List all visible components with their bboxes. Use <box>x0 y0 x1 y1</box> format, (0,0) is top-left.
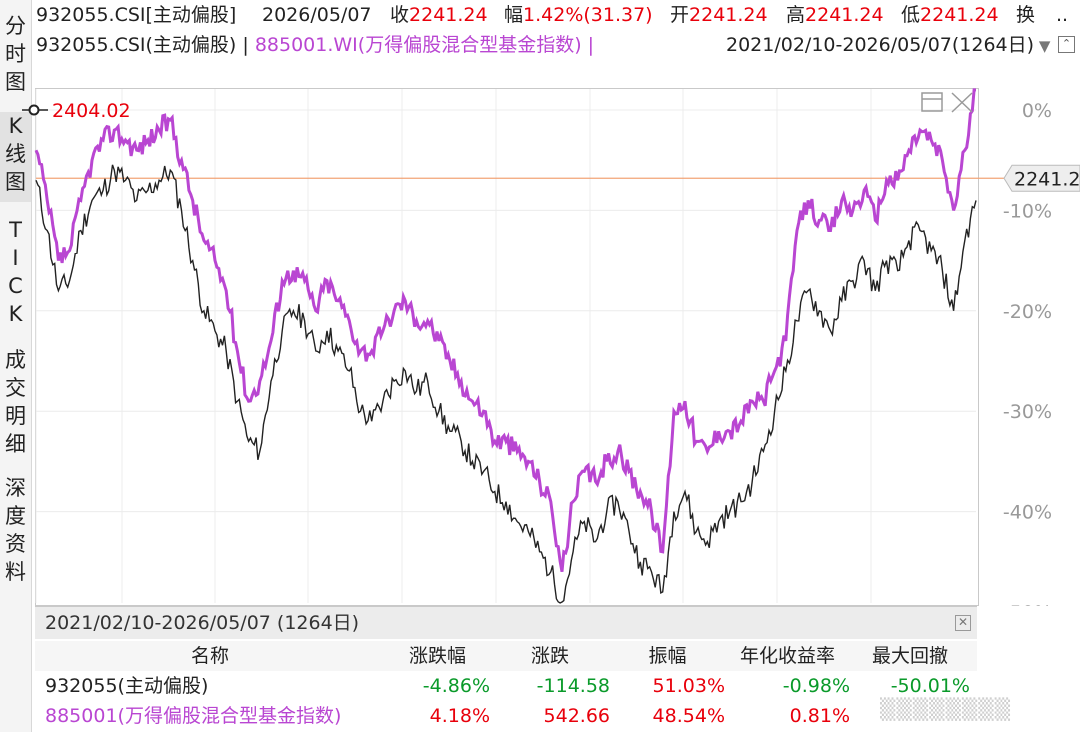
y-tick-label: -30% <box>1003 401 1052 423</box>
tab-char: 分 <box>5 14 26 38</box>
quote-date: 2026/05/07 <box>262 4 372 26</box>
table-header-row: 名称 涨跌幅 涨跌 振幅 年化收益率 最大回撤 <box>35 641 977 671</box>
tab-char: 细 <box>5 432 26 456</box>
tab-char: 明 <box>5 404 26 428</box>
col-header-annual-return: 年化收益率 <box>739 645 835 667</box>
tab-char: 度 <box>5 504 26 528</box>
more-menu[interactable]: .. <box>1056 4 1069 26</box>
current-value-label: 2241.24 <box>1014 168 1080 190</box>
row-amplitude: 48.54% <box>652 705 725 727</box>
quote-header: 932055.CSI[主动偏股] 2026/05/07 收2241.24 幅1.… <box>0 0 1080 30</box>
start-marker <box>22 104 48 116</box>
close-value: 2241.24 <box>409 4 488 26</box>
legend-series2: 885001.WI(万得偏股混合型基金指数) <box>254 34 582 56</box>
tab-char: 线 <box>5 142 26 166</box>
tab-depth-data[interactable]: 深度资料 <box>0 474 31 588</box>
open-label: 开 <box>670 4 690 26</box>
tab-char: T <box>9 218 22 242</box>
col-header-name: 名称 <box>190 645 229 667</box>
tab-char: 成 <box>5 348 26 372</box>
high-label: 高 <box>786 4 806 26</box>
col-header-max-drawdown: 最大回撤 <box>871 645 948 667</box>
tab-char: 图 <box>5 70 26 94</box>
col-header-change-pct: 涨跌幅 <box>408 645 466 667</box>
high-value: 2241.24 <box>805 4 884 26</box>
start-marker-label: 2404.02 <box>52 100 131 122</box>
y-tick-label: -20% <box>1003 301 1052 323</box>
y-tick-label: -40% <box>1003 502 1052 524</box>
legend-series1: 932055.CSI(主动偏股) <box>36 34 237 56</box>
current-value-tag: 2241.24 <box>1003 164 1080 192</box>
close-chart-icon[interactable] <box>951 92 973 113</box>
maximize-icon[interactable] <box>921 92 943 112</box>
row-change-pct: -4.86% <box>422 675 490 697</box>
row-change: 542.66 <box>543 705 610 727</box>
close-icon[interactable]: ✕ <box>955 615 971 631</box>
low-value: 2241.24 <box>920 4 999 26</box>
dropdown-arrow-icon[interactable]: ▼ <box>1034 37 1051 55</box>
series-885001-line <box>34 88 976 573</box>
collapse-icon[interactable]: ⌃ <box>1058 36 1075 53</box>
row-change: -114.58 <box>536 675 610 697</box>
table-row[interactable]: 885001(万得偏股混合型基金指数) 4.18% 542.66 48.54% … <box>35 701 977 731</box>
watermark: ▒▒▒▒▒▒▒▒ <box>880 694 1070 724</box>
tab-char: 交 <box>5 376 26 400</box>
tab-char: C <box>8 274 23 298</box>
tab-char: 时 <box>5 42 26 66</box>
col-header-amplitude: 振幅 <box>648 645 687 667</box>
y-tick-label: -10% <box>1003 200 1052 222</box>
tab-trade-detail[interactable]: 成交明细 <box>0 346 31 460</box>
row-annual-return: -0.98% <box>782 675 850 697</box>
table-row[interactable]: 932055(主动偏股) -4.86% -114.58 51.03% -0.98… <box>35 671 977 701</box>
legend-separator: | <box>587 34 595 56</box>
line-chart: 0% -10% -20% -30% -40% -50% 2404.02 2241.24 <box>22 88 1080 606</box>
close-label: 收 <box>390 4 410 26</box>
tab-minute-chart[interactable]: 分时图 <box>0 12 31 96</box>
tab-char: K <box>8 114 23 138</box>
tab-char: K <box>8 302 23 326</box>
row-change-pct: 4.18% <box>429 705 490 727</box>
series-932055-line <box>35 164 977 604</box>
chart-legend: 932055.CSI(主动偏股) | 885001.WI(万得偏股混合型基金指数… <box>36 30 1076 60</box>
tab-char: 深 <box>5 476 26 500</box>
tab-char: 图 <box>5 170 26 194</box>
change-value: 1.42%(31.37) <box>523 4 653 26</box>
turnover-label: 换 <box>1016 4 1036 26</box>
row-name: 885001(万得偏股混合型基金指数) <box>45 705 342 727</box>
row-annual-return: 0.81% <box>789 705 850 727</box>
y-tick-label: 0% <box>1022 100 1052 122</box>
tab-char: 料 <box>5 560 26 584</box>
tab-char: I <box>12 246 19 270</box>
legend-separator: | <box>242 34 249 56</box>
y-tick-label: -50% <box>1003 602 1052 606</box>
row-amplitude: 51.03% <box>652 675 725 697</box>
table-caption: 2021/02/10-2026/05/07 (1264日) <box>35 607 977 639</box>
row-name: 932055(主动偏股) <box>45 675 209 697</box>
tab-char: 资 <box>5 532 26 556</box>
open-value: 2241.24 <box>689 4 768 26</box>
low-label: 低 <box>901 4 921 26</box>
date-range-selector[interactable]: 2021/02/10-2026/05/07(1264日) ▼ <box>726 34 1051 56</box>
col-header-change: 涨跌 <box>530 645 569 667</box>
change-label: 幅 <box>504 4 524 26</box>
index-code: 932055.CSI[主动偏股] <box>36 4 237 26</box>
range-stats-table: 2021/02/10-2026/05/07 (1264日) ✕ 名称 涨跌幅 涨… <box>35 606 977 733</box>
row-max-drawdown: -50.01% <box>890 675 970 697</box>
